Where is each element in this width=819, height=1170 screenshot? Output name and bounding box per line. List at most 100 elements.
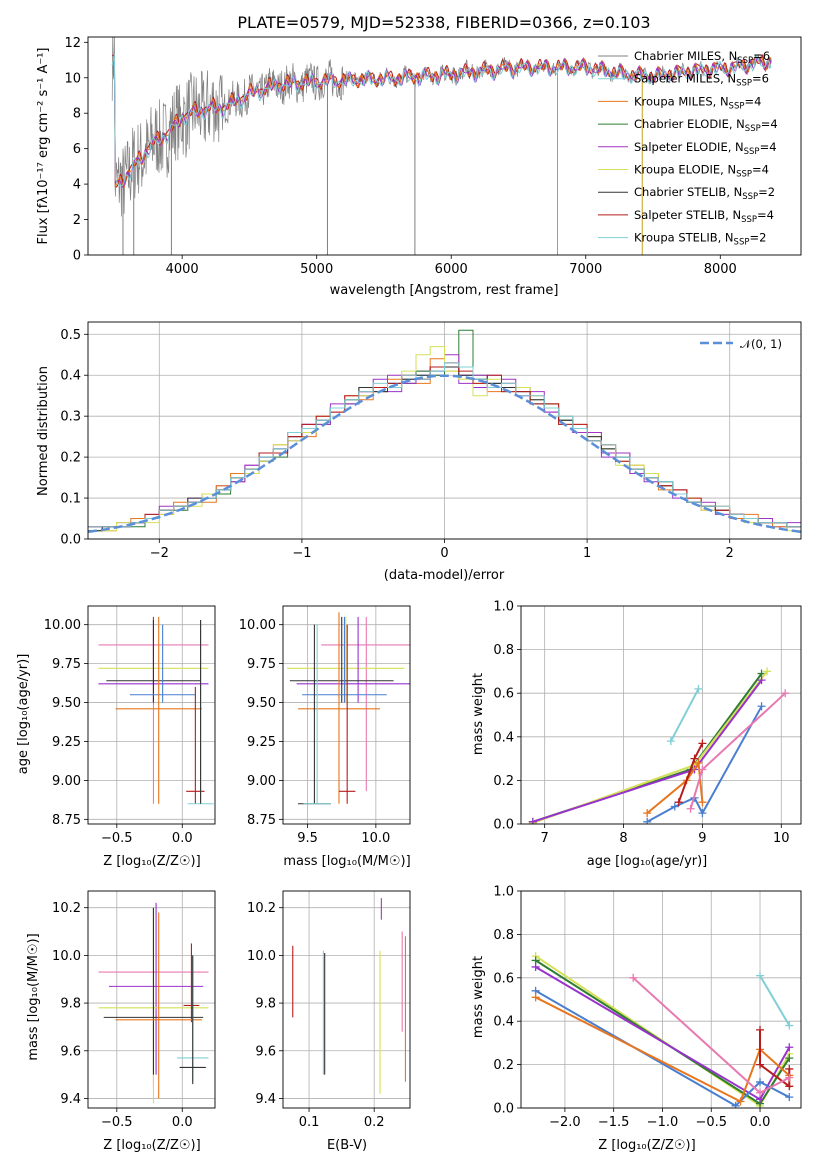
spectrum-lines — [111, 37, 772, 255]
y-tick-label: 0 — [73, 249, 81, 264]
x-tick-label: −0.5 — [695, 1115, 727, 1130]
x-tick-label: 9 — [698, 831, 706, 846]
weight-lines — [528, 667, 790, 824]
weight-point-marker — [785, 1054, 794, 1063]
y-tick-label: 0.0 — [60, 533, 81, 548]
weight-point-marker — [686, 804, 695, 813]
y-tick-label: 9.75 — [247, 657, 276, 672]
weight-point-marker — [731, 1101, 740, 1108]
weight-series-line — [532, 670, 768, 824]
mass-z-ylabel: mass [log₁₀(M/M☉)] — [26, 933, 41, 1060]
legend-label: 𝒩(0, 1) — [740, 337, 782, 351]
y-tick-label: 8.75 — [247, 813, 276, 828]
x-tick-label: 0.0 — [750, 1115, 771, 1130]
y-tick-label: 9.8 — [60, 997, 81, 1012]
panel-6-frame — [282, 890, 411, 1109]
panel-3-frame — [282, 605, 411, 825]
y-tick-label: 10.00 — [44, 618, 81, 633]
legend-label: Chabrier ELODIE, NSSP=4 — [634, 117, 778, 134]
y-tick-label: 8 — [73, 107, 81, 122]
y-tick-label: 9.25 — [247, 735, 276, 750]
x-tick-label: 1 — [583, 546, 591, 561]
x-tick-label: −2 — [150, 546, 169, 561]
age-z-xlabel: Z [log₁₀(Z/Z☉)] — [103, 854, 200, 869]
spectrum-legend: Chabrier MILES, NSSP=6 Salpeter MILES, NS… — [598, 49, 778, 248]
legend-label: Salpeter ELODIE, NSSP=4 — [634, 140, 777, 157]
histogram-lines — [88, 329, 801, 534]
panel-2-frame — [87, 605, 216, 825]
legend-label: Chabrier STELIB, NSSP=2 — [634, 185, 775, 202]
y-tick-label: 9.6 — [60, 1044, 81, 1059]
y-tick-label: 4 — [73, 178, 81, 193]
y-tick-label: 9.50 — [247, 696, 276, 711]
x-tick-label: 0.0 — [172, 831, 193, 846]
weight-point-marker — [756, 1025, 765, 1034]
panel-7-frame — [520, 890, 802, 1109]
residual-ylabel: Normed distribution — [36, 366, 51, 496]
panel-6-axes: 0.1 0.2 9.4 9.6 9.8 10.0 10.2 — [247, 891, 410, 1130]
x-tick-label: 4000 — [166, 262, 199, 277]
weight-point-marker — [785, 1082, 794, 1091]
legend-label: Chabrier MILES, NSSP=6 — [634, 49, 770, 66]
weight-series-line — [532, 679, 763, 823]
weight-point-marker — [756, 1088, 765, 1097]
y-tick-label: 9.50 — [52, 696, 81, 711]
weight-point-marker — [785, 1093, 794, 1102]
weight-point-marker — [698, 809, 707, 818]
y-tick-label: 0.4 — [60, 369, 81, 384]
y-tick-label: 9.6 — [255, 1044, 276, 1059]
errorbar-group — [98, 616, 214, 805]
y-tick-label: 0.0 — [493, 818, 514, 833]
y-tick-label: 0.5 — [60, 328, 81, 343]
weight-point-marker — [785, 1021, 794, 1030]
weight-lines — [531, 952, 794, 1108]
weight-point-marker — [698, 739, 707, 748]
weight-point-marker — [785, 1073, 794, 1082]
errorbar-group — [98, 902, 209, 1104]
y-tick-label: 9.00 — [247, 774, 276, 789]
weight-point-marker — [781, 689, 790, 698]
x-tick-label: −1.0 — [647, 1115, 679, 1130]
y-tick-label: 0.2 — [493, 774, 514, 789]
y-tick-label: 9.8 — [255, 997, 276, 1012]
y-tick-label: 0.0 — [493, 1102, 514, 1117]
y-tick-label: 8.75 — [52, 813, 81, 828]
weight-point-marker — [643, 809, 652, 818]
weight-point-marker — [756, 971, 765, 980]
x-tick-label: 7000 — [569, 262, 602, 277]
legend-label: Salpeter STELIB, NSSP=4 — [634, 208, 774, 225]
y-tick-label: 0.6 — [493, 687, 514, 702]
panel-5-frame — [87, 890, 216, 1109]
panel-2-axes: −0.5 0.0 8.75 9.00 9.25 9.50 9.75 10.00 — [44, 606, 215, 846]
panel-0-frame — [87, 36, 802, 256]
y-tick-label: 1.0 — [493, 885, 514, 900]
weight-point-marker — [643, 817, 652, 824]
legend-label: Kroupa STELIB, NSSP=2 — [634, 231, 766, 248]
weight-age-ylabel: mass weight — [471, 673, 486, 755]
y-tick-label: 0.3 — [60, 410, 81, 425]
weight-point-marker — [785, 1064, 794, 1073]
x-tick-label: 8000 — [704, 262, 737, 277]
y-tick-label: 9.4 — [60, 1092, 81, 1107]
panel-3-axes: 9.5 10.0 8.75 9.00 9.25 9.50 9.75 10.00 — [239, 606, 410, 846]
weight-point-marker — [757, 676, 766, 685]
weight-point-marker — [736, 1097, 745, 1106]
y-tick-label: 0.4 — [493, 1015, 514, 1030]
spectrum-xlabel: wavelength [Angstrom, rest frame] — [330, 283, 559, 298]
legend-label: Kroupa ELODIE, NSSP=4 — [634, 163, 769, 180]
weight-point-marker — [694, 684, 703, 693]
y-tick-label: 0.6 — [493, 971, 514, 986]
y-tick-label: 6 — [73, 142, 81, 157]
weight-series-line — [535, 996, 790, 1103]
x-tick-label: 2 — [726, 546, 734, 561]
weight-point-marker — [756, 1060, 765, 1069]
residual-legend: 𝒩(0, 1) — [700, 337, 782, 351]
y-tick-label: 9.4 — [255, 1092, 276, 1107]
y-tick-label: 9.00 — [52, 774, 81, 789]
x-tick-label: −1 — [292, 546, 311, 561]
weight-age-xlabel: age [log₁₀(age/yr)] — [587, 854, 708, 869]
normal-curve — [88, 374, 801, 534]
weight-point-marker — [531, 962, 540, 971]
weight-point-marker — [757, 702, 766, 711]
